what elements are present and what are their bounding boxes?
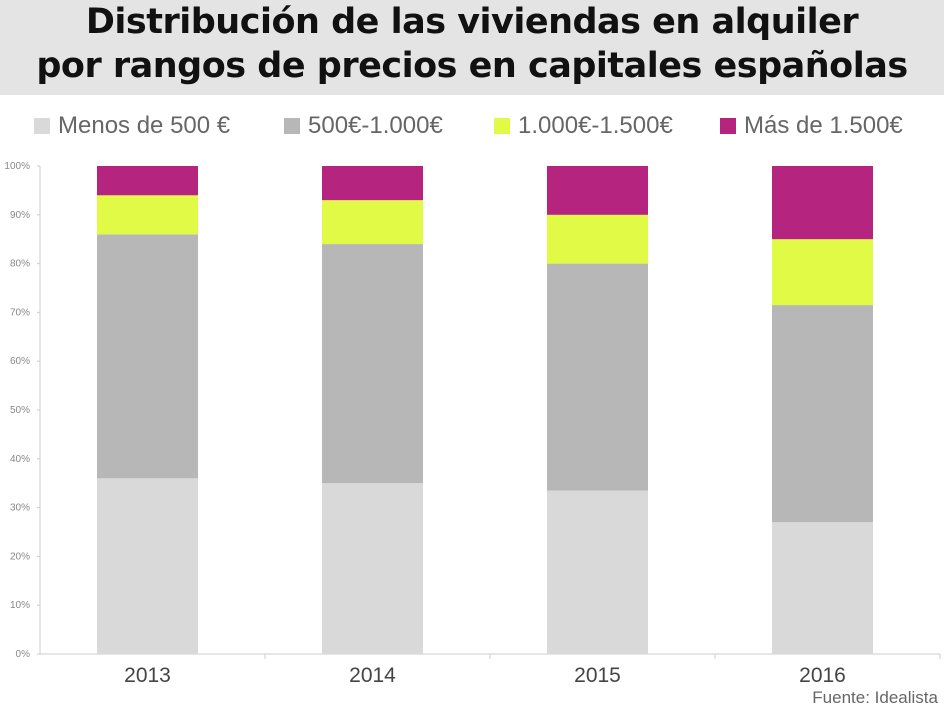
bar-segment-2015-1 [547, 263, 648, 491]
chart-title-line-1: Distribución de las viviendas en alquile… [85, 2, 859, 42]
legend-label: 1.000€-1.500€ [518, 112, 673, 139]
bar-segment-2016-1 [772, 305, 873, 523]
legend-label: 500€-1.000€ [308, 112, 443, 139]
legend: Menos de 500 € 500€-1.000€ 1.000€-1.500€… [0, 112, 944, 142]
y-tick-label: 40% [10, 454, 30, 465]
bar-segment-2014-0 [322, 483, 423, 654]
bar-segment-2014-2 [322, 200, 423, 245]
y-tick-label: 10% [10, 600, 30, 611]
legend-swatch [34, 118, 50, 134]
bar-segment-2015-0 [547, 490, 648, 654]
title-banner: Distribución de las viviendas en alquile… [0, 0, 944, 95]
legend-swatch [284, 118, 300, 134]
legend-label: Más de 1.500€ [744, 112, 903, 139]
y-tick-label: 100% [4, 161, 30, 172]
legend-item-3: Más de 1.500€ [720, 112, 903, 140]
legend-item-1: 500€-1.000€ [284, 112, 443, 140]
chart-title-line-2: por rangos de precios en capitales españ… [36, 46, 908, 86]
bar-segment-2016-3 [772, 166, 873, 240]
y-tick-label: 80% [10, 259, 30, 270]
bar-segment-2016-0 [772, 522, 873, 654]
legend-item-2: 1.000€-1.500€ [494, 112, 673, 140]
legend-label: Menos de 500 € [58, 112, 231, 139]
x-tick-label: 2016 [799, 664, 846, 687]
bar-segment-2014-3 [322, 166, 423, 201]
x-tick-label: 2014 [349, 664, 396, 687]
y-tick-label: 50% [10, 405, 30, 416]
bar-segment-2013-1 [97, 234, 198, 479]
bar-segment-2015-2 [547, 214, 648, 264]
bar-segment-2016-2 [772, 239, 873, 306]
source-note: Fuente: Idealista [812, 688, 938, 707]
bar-segment-2013-0 [97, 478, 198, 654]
y-tick-label: 60% [10, 356, 30, 367]
legend-swatch [720, 118, 736, 134]
bar-segment-2015-3 [547, 166, 648, 215]
x-tick-label: 2013 [124, 664, 171, 687]
legend-swatch [494, 118, 510, 134]
bar-segment-2014-1 [322, 244, 423, 484]
bar-segment-2013-3 [97, 166, 198, 196]
y-tick-label: 20% [10, 551, 30, 562]
bar-segment-2013-2 [97, 195, 198, 235]
y-tick-label: 0% [16, 649, 31, 660]
y-tick-label: 90% [10, 210, 30, 221]
y-tick-label: 30% [10, 503, 30, 514]
x-tick-label: 2015 [574, 664, 621, 687]
legend-item-0: Menos de 500 € [34, 112, 230, 140]
y-tick-label: 70% [10, 307, 30, 318]
